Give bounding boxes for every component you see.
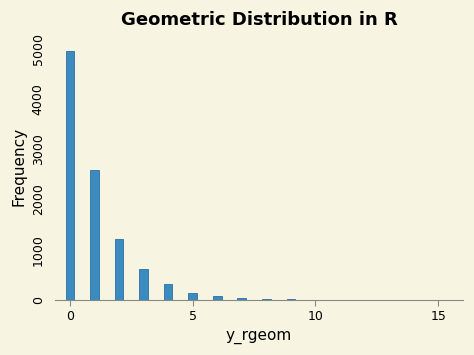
Y-axis label: Frequency: Frequency <box>11 127 26 206</box>
Bar <box>188 293 197 300</box>
Bar <box>164 284 173 300</box>
X-axis label: y_rgeom: y_rgeom <box>226 329 292 344</box>
Bar <box>287 299 295 300</box>
Bar <box>139 269 148 300</box>
Title: Geometric Distribution in R: Geometric Distribution in R <box>120 11 397 29</box>
Bar <box>213 296 221 300</box>
Bar <box>90 170 99 300</box>
Bar <box>262 299 271 300</box>
Bar <box>65 51 74 300</box>
Bar <box>237 298 246 300</box>
Bar <box>115 239 123 300</box>
